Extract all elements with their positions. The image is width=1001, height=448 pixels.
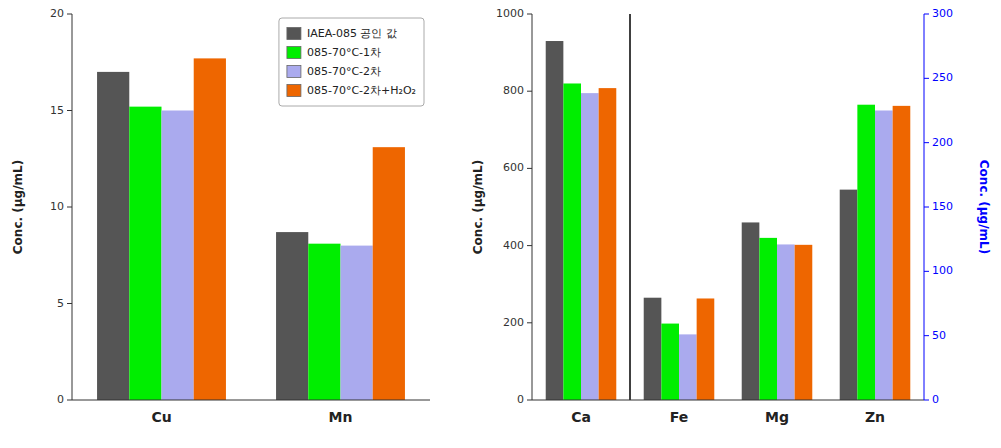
bar	[893, 106, 911, 400]
legend-swatch	[287, 66, 301, 78]
y-tick-label: 400	[503, 239, 524, 252]
y2-tick-label: 300	[932, 7, 953, 20]
bars	[546, 41, 911, 400]
y2-tick-label: 0	[932, 393, 939, 406]
bar	[875, 111, 893, 401]
bar	[742, 222, 760, 400]
y-tick	[527, 14, 532, 15]
y-tick	[527, 91, 532, 92]
bar	[97, 72, 129, 400]
chart-panel: 0 5 10 15 20 Cu Mn Conc. (μg/mL) IAEA-085 공인 값 08…	[11, 7, 430, 425]
x-tick-label: Mg	[765, 409, 789, 425]
y-tick	[67, 303, 72, 304]
y-tick-label: 0	[517, 393, 524, 406]
y-tick-label: 600	[503, 161, 524, 174]
y-tick	[67, 110, 72, 111]
y-tick-label: 0	[57, 393, 64, 406]
bar	[276, 232, 308, 400]
legend: IAEA-085 공인 값 085-70°C-1차 085-70°C-2차 085-7…	[279, 18, 424, 106]
bar	[840, 190, 858, 400]
x-tick-label: Fe	[670, 409, 689, 425]
legend-swatch	[287, 85, 301, 97]
bar	[795, 245, 813, 400]
bar	[162, 111, 194, 401]
legend-label: 085-70°C-2차+H₂O₂	[307, 84, 416, 97]
y-tick-label: 10	[50, 200, 64, 213]
y-tick-label: 200	[503, 316, 524, 329]
y2-tick	[924, 14, 929, 15]
y2-tick-label: 250	[932, 71, 953, 84]
y-axis-line	[532, 14, 533, 400]
bar	[697, 298, 715, 400]
bar	[341, 246, 373, 400]
legend-swatch	[287, 47, 301, 59]
y2-tick	[924, 207, 929, 208]
bar	[661, 324, 679, 400]
y2-tick-label: 50	[932, 329, 946, 342]
x-tick-label: Cu	[151, 409, 171, 425]
y2-tick-label: 100	[932, 264, 953, 277]
chart-panel: 0 200 400 600 800 1000 Ca Fe Mg Zn Conc. (μg/mL) 0 5…	[471, 7, 991, 425]
y-tick-label: 1000	[496, 7, 524, 20]
bars	[97, 58, 405, 400]
bar	[563, 83, 581, 400]
legend-label: IAEA-085 공인 값	[307, 27, 397, 40]
y-axis-label: Conc. (μg/mL)	[11, 160, 25, 254]
y-tick	[67, 400, 72, 401]
x-axis-line	[72, 400, 430, 401]
y2-tick	[924, 142, 929, 143]
y-tick	[527, 245, 532, 246]
y2-tick	[924, 78, 929, 79]
y2-tick-label: 150	[932, 200, 953, 213]
bar	[777, 244, 795, 400]
legend-label: 085-70°C-2차	[307, 65, 381, 78]
bar	[129, 107, 161, 400]
y-tick-label: 15	[50, 104, 64, 117]
y-tick-label: 800	[503, 84, 524, 97]
x-tick-label: Zn	[865, 409, 885, 425]
y-tick	[67, 207, 72, 208]
bar	[644, 298, 662, 400]
bar	[679, 334, 697, 400]
legend-swatch	[287, 28, 301, 40]
x-axis-line	[532, 400, 924, 401]
y2-tick	[924, 335, 929, 336]
bar	[373, 147, 405, 400]
bar	[857, 105, 875, 400]
bar	[759, 238, 777, 400]
bar	[546, 41, 564, 400]
y-axis-label: Conc. (μg/mL)	[471, 160, 485, 254]
y-tick	[527, 400, 532, 401]
bar	[599, 88, 617, 400]
y-tick	[67, 14, 72, 15]
legend-frame	[279, 18, 424, 106]
bar	[308, 244, 340, 400]
bar	[581, 93, 599, 400]
y-tick-label: 5	[57, 297, 64, 310]
y-tick	[527, 322, 532, 323]
x-tick-label: Mn	[329, 409, 353, 425]
x-tick-label: Ca	[571, 409, 591, 425]
bar	[194, 58, 226, 400]
legend-label: 085-70°C-1차	[307, 46, 381, 59]
y2-tick	[924, 271, 929, 272]
chart-canvas: 05101520CuMnConc. (μg/mL)IAEA-085 공인 값08…	[0, 0, 1001, 448]
y-tick-label: 20	[50, 7, 64, 20]
y2-tick	[924, 400, 929, 401]
divider	[629, 14, 631, 400]
y-tick	[527, 168, 532, 169]
y2-axis-label: Conc. (μg/mL)	[977, 160, 991, 254]
y2-tick-label: 200	[932, 136, 953, 149]
